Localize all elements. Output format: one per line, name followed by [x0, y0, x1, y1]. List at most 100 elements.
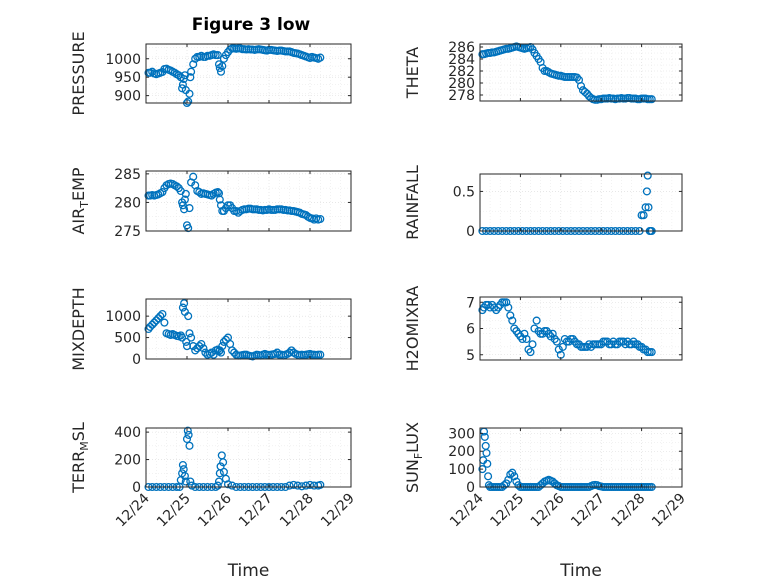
y-tick-label: 500: [114, 331, 141, 347]
data-point: [316, 480, 325, 489]
data-point: [185, 329, 194, 338]
y-tick-label: 6: [466, 322, 475, 338]
data-point: [184, 312, 193, 321]
data-point: [180, 299, 189, 308]
data-point: [532, 316, 541, 325]
data-point: [186, 73, 195, 82]
y-tick-label: 7: [466, 295, 475, 311]
data-point: [213, 188, 222, 197]
data-point: [572, 73, 582, 82]
y-tick-label: 900: [114, 89, 141, 105]
data-point: [154, 314, 163, 323]
data-point: [647, 95, 656, 104]
y-tick-label: 284: [448, 52, 475, 68]
data-point: [187, 67, 196, 76]
series-markers: [144, 172, 325, 233]
y-tick-label: 400: [114, 425, 141, 441]
data-point: [289, 480, 298, 489]
axes-box: [145, 43, 352, 104]
data-point: [293, 481, 302, 490]
y-axis-label: THETA: [403, 47, 422, 99]
y-tick-label: 285: [114, 167, 141, 183]
x-tick-label: 12/29: [649, 491, 689, 531]
data-point: [647, 348, 656, 357]
series-markers: [478, 42, 656, 104]
data-point: [148, 320, 157, 329]
data-point: [508, 316, 517, 325]
data-point: [530, 324, 539, 333]
axes-box: [479, 43, 683, 102]
data-point: [643, 171, 652, 180]
y-tick-label: 200: [114, 453, 141, 469]
data-point: [178, 460, 187, 470]
data-point: [185, 89, 194, 98]
data-point: [221, 335, 230, 344]
data-point: [172, 182, 181, 191]
y-tick-label: 950: [114, 70, 141, 86]
x-tick-label: 12/28: [609, 491, 649, 531]
data-point: [187, 333, 196, 342]
data-point: [205, 349, 214, 358]
y-tick-label: 100: [448, 462, 475, 478]
y-tick-label: 280: [114, 195, 141, 211]
data-point: [480, 432, 489, 441]
data-point: [215, 195, 224, 204]
data-point: [170, 68, 179, 77]
data-point: [186, 477, 195, 486]
subplot-h2omixra: 5 6 7 H2OMIXRA: [403, 286, 683, 371]
data-point: [528, 340, 537, 349]
x-tick-label: 12/24: [447, 490, 487, 530]
x-axis-label: Time: [559, 561, 602, 581]
data-point: [193, 344, 202, 353]
data-point: [316, 350, 325, 359]
data-point: [641, 203, 650, 212]
data-point: [195, 342, 204, 351]
axes-box: [145, 427, 352, 488]
data-point: [223, 480, 233, 489]
data-point: [478, 465, 487, 474]
data-point: [219, 458, 228, 467]
x-tick-label: 12/26: [195, 490, 235, 530]
data-point: [548, 329, 557, 338]
x-tick-label: 12/25: [154, 491, 194, 531]
y-tick-label: 1000: [105, 309, 141, 325]
data-point: [305, 480, 315, 489]
y-tick-label: 5: [466, 348, 475, 364]
y-tick-label: 0.5: [453, 184, 475, 200]
x-axis-label: Time: [227, 561, 270, 581]
subplot-air-temp: 275 280 285 AIRTEMP: [69, 167, 352, 240]
y-axis-label: PRESSURE: [69, 31, 88, 115]
data-point: [180, 195, 189, 204]
data-point: [316, 214, 325, 224]
data-point: [178, 303, 187, 312]
axes-box: [145, 170, 352, 232]
y-tick-label: 0: [132, 352, 141, 368]
data-point: [502, 298, 511, 307]
data-point: [518, 334, 527, 344]
data-point: [644, 203, 653, 212]
y-tick-label: 0: [466, 480, 475, 496]
data-point: [180, 471, 189, 481]
data-point: [146, 322, 155, 331]
y-axis-label: MIXDEPTH: [69, 287, 88, 370]
data-point: [184, 224, 193, 233]
data-point: [181, 189, 190, 198]
subplot-mixdepth: 0 500 1000 MIXDEPTH: [69, 287, 352, 371]
data-point: [506, 470, 515, 479]
data-point: [522, 334, 531, 344]
data-point: [500, 481, 509, 490]
data-point: [183, 426, 192, 435]
data-point: [150, 318, 159, 327]
axes-box: [479, 427, 683, 488]
data-point: [184, 430, 193, 439]
data-point: [156, 312, 165, 321]
y-axis-label: TERRMSL: [69, 422, 91, 494]
data-point: [180, 205, 189, 214]
data-point: [181, 477, 190, 486]
y-tick-label: 282: [448, 64, 475, 80]
data-point: [297, 482, 306, 491]
data-point: [506, 311, 515, 320]
data-point: [152, 316, 161, 325]
